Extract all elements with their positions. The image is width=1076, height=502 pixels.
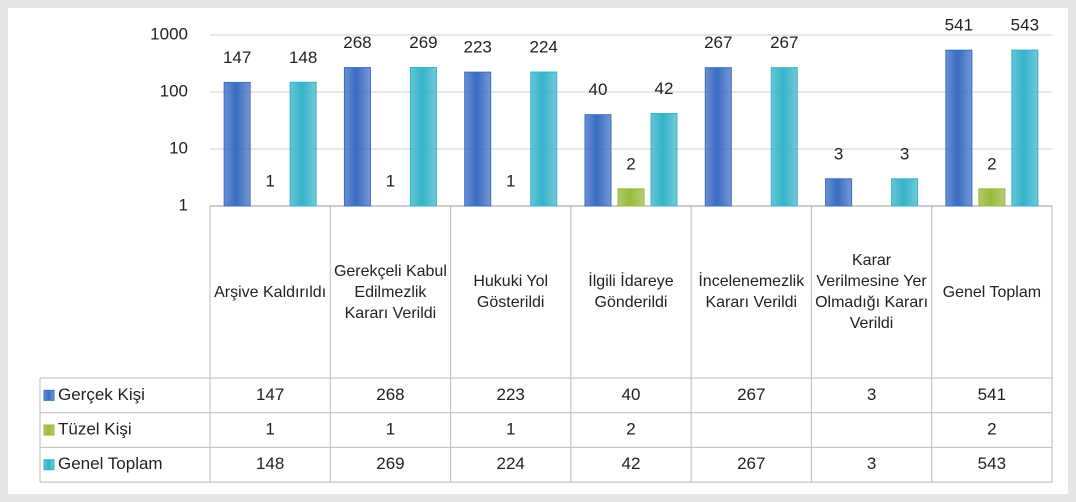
data-label: 148 [289,48,317,67]
table-cell: 148 [256,454,284,473]
table-cell: 223 [497,385,525,404]
table-cell: 267 [737,454,765,473]
table-cell: 1 [386,420,395,439]
x-tick-label: Hukuki Yol Gösterildi [473,273,549,311]
bar [464,71,492,207]
data-label: 1 [386,171,395,190]
table-cell: 2 [987,420,996,439]
bar [617,188,645,207]
bar [704,67,732,207]
legend-swatch [43,389,55,401]
bar [1011,49,1039,207]
table-cell: 42 [622,454,641,473]
legend-swatch [43,424,55,436]
bar [825,178,853,207]
data-label: 541 [945,16,973,35]
data-label: 543 [1011,16,1039,35]
table-cell: 267 [737,385,765,404]
bar [945,49,973,207]
x-tick-label: İlgili İdareye Gönderildi [588,273,674,311]
legend-label: Gerçek Kişi [58,385,145,404]
table-cell: 147 [256,385,284,404]
bar [978,188,1006,207]
bar [891,178,919,207]
data-label: 2 [626,154,635,173]
x-tick-label: Arşive Kaldırıldı [214,283,327,301]
x-tick-label: Genel Toplam [942,283,1042,301]
bar [650,112,678,207]
table-cell: 268 [376,385,404,404]
bar [584,114,612,207]
table-cell: 269 [376,454,404,473]
table-cell: 541 [978,385,1006,404]
bar [289,81,317,207]
data-label: 3 [834,144,843,163]
table-cell: 40 [622,385,641,404]
legend-swatch [43,459,55,471]
x-tick-label: Gerekçeli Kabul Edilmezlik Kararı Verild… [333,262,447,322]
y-tick-label: 1 [179,195,188,214]
legend-label: Genel Toplam [58,454,163,473]
legend-label: Tüzel Kişi [58,420,132,439]
x-tick-label: Karar Verilmesine Yer Olmadığı Kararı Ve… [815,252,929,332]
data-label: 268 [343,33,371,52]
y-tick-label: 100 [160,81,188,100]
data-label: 147 [223,48,251,67]
data-label: 42 [655,79,674,98]
data-label: 267 [770,33,798,52]
table-cell: 224 [497,454,525,473]
data-label: 2 [987,154,996,173]
table-cell: 543 [978,454,1006,473]
table-cell: 1 [265,420,274,439]
data-label: 267 [704,33,732,52]
data-label: 223 [464,38,492,57]
data-label: 1 [506,171,515,190]
table-cell: 1 [506,420,515,439]
y-tick-label: 1000 [150,24,188,43]
bar [409,67,437,207]
bar [343,67,371,207]
x-tick-label: İncelenemezlik Kararı Verildi [698,273,805,311]
data-label: 1 [265,171,274,190]
data-label: 3 [900,144,909,163]
y-tick-label: 10 [169,138,188,157]
data-label: 269 [409,33,437,52]
data-label: 40 [589,80,608,99]
table-cell: 3 [867,385,876,404]
data-label: 224 [530,38,558,57]
bar [770,67,798,207]
table-cell: 3 [867,454,876,473]
bar [223,81,251,207]
table-cell: 2 [626,420,635,439]
bar [530,71,558,207]
